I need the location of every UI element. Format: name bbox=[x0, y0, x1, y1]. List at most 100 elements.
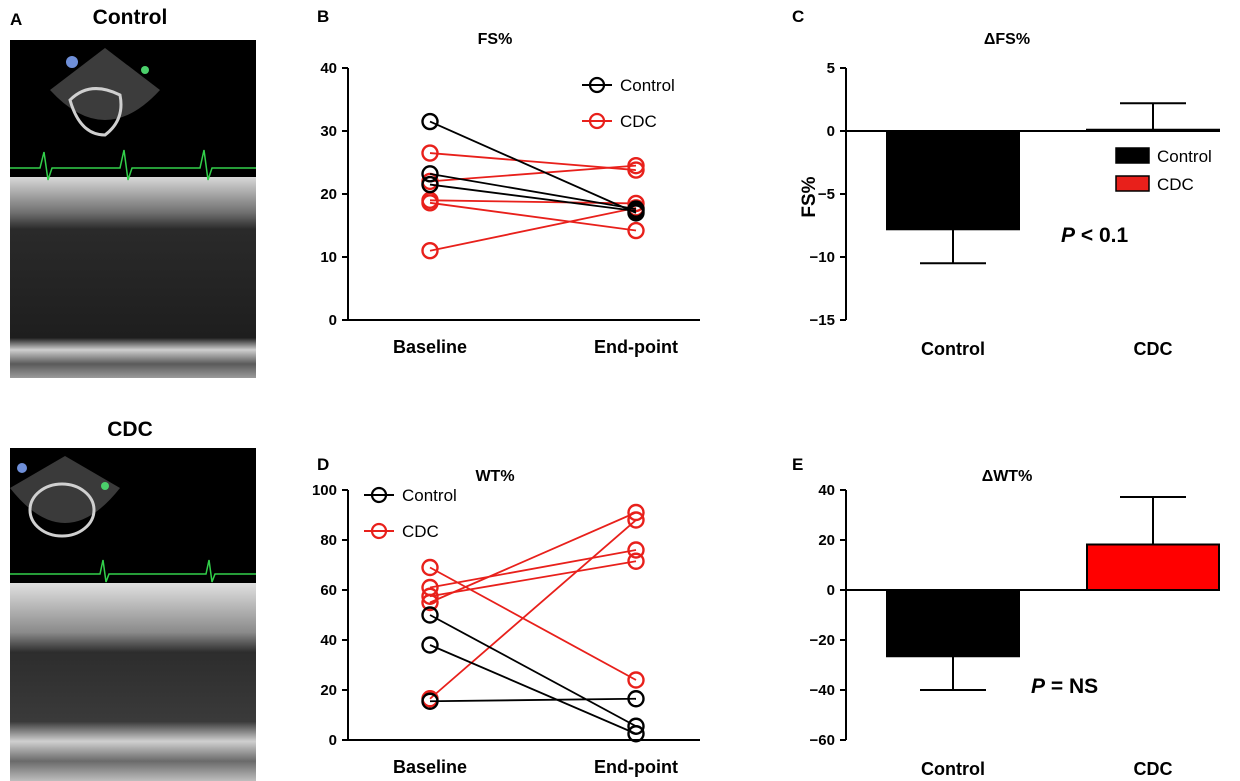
legend: Control CDC bbox=[582, 76, 675, 131]
legend-swatch-control bbox=[1115, 147, 1150, 164]
chart-title: ΔWT% bbox=[982, 468, 1033, 485]
series-line bbox=[429, 614, 637, 728]
y-tick-label: −15 bbox=[810, 312, 835, 329]
x-tick-label: Control bbox=[921, 339, 985, 359]
data-point bbox=[627, 156, 645, 175]
data-point bbox=[421, 558, 439, 577]
y-tick-label: 0 bbox=[329, 312, 337, 329]
y-tick-label: 40 bbox=[320, 632, 337, 649]
data-point bbox=[627, 202, 645, 220]
series-line bbox=[429, 164, 637, 183]
series-line bbox=[429, 511, 637, 604]
y-tick-label: 20 bbox=[320, 186, 337, 203]
y-tick-label: 0 bbox=[827, 123, 835, 140]
panel-letter-d: D bbox=[317, 455, 329, 474]
y-tick-label: 30 bbox=[320, 123, 337, 140]
x-tick-label: CDC bbox=[1134, 759, 1173, 779]
y-tick-label: 20 bbox=[320, 682, 337, 699]
data-point bbox=[627, 671, 645, 689]
x-tick-label: End-point bbox=[594, 757, 678, 777]
y-axis-label: FS% bbox=[799, 176, 820, 217]
legend: Control CDC bbox=[364, 486, 457, 541]
echo-mmode-graphic bbox=[10, 456, 256, 781]
chart-delta-wt-bars: E ΔWT% 40 20 0 −20 −40 −60 Control CDC P = NS bbox=[792, 455, 1220, 779]
charts-area: B FS% 0 10 20 30 40 Baseline End-point Control… bbox=[312, 7, 1220, 779]
chart-title: WT% bbox=[475, 468, 514, 485]
data-point bbox=[627, 541, 645, 559]
y-tick-label: −5 bbox=[818, 186, 835, 203]
legend-label-control: Control bbox=[1157, 147, 1212, 166]
chart-title: FS% bbox=[478, 31, 513, 48]
data-point bbox=[627, 552, 645, 570]
legend-label-control: Control bbox=[620, 76, 675, 95]
bar bbox=[886, 589, 1020, 658]
echo-image-control bbox=[10, 40, 256, 378]
data-point bbox=[627, 511, 645, 529]
series-line bbox=[429, 120, 637, 214]
data-point bbox=[421, 194, 439, 212]
y-tick-label: 0 bbox=[329, 732, 337, 749]
y-tick-label: −40 bbox=[810, 682, 835, 699]
data-point bbox=[421, 144, 439, 162]
y-tick-label: −20 bbox=[810, 632, 835, 649]
echo-mmode-graphic bbox=[10, 48, 256, 378]
chart-delta-fs-bars: C ΔFS% FS% 5 0 −5 −10 −15 Control CDC Control … bbox=[792, 7, 1220, 359]
echo-title-control: Control bbox=[92, 6, 168, 29]
y-tick-label: −60 bbox=[810, 732, 835, 749]
data-point bbox=[421, 593, 439, 612]
legend: Control CDC bbox=[1115, 147, 1212, 194]
x-tick-label: End-point bbox=[594, 337, 678, 357]
data-point bbox=[421, 692, 439, 710]
y-tick-label: 40 bbox=[818, 482, 835, 499]
data-point bbox=[627, 725, 645, 743]
legend-label-control: Control bbox=[402, 486, 457, 505]
x-tick-label: Control bbox=[921, 759, 985, 779]
data-point bbox=[421, 112, 439, 131]
data-point bbox=[627, 161, 645, 179]
legend-label-cdc: CDC bbox=[1157, 175, 1194, 194]
x-tick-label: Baseline bbox=[393, 337, 467, 357]
p-value-annotation: P = NS bbox=[1031, 675, 1098, 698]
y-tick-label: 5 bbox=[827, 60, 835, 77]
panel-letter-c: C bbox=[792, 7, 804, 26]
bar bbox=[886, 130, 1020, 231]
panel-letter-e: E bbox=[792, 455, 803, 474]
y-tick-label: 10 bbox=[320, 249, 337, 266]
y-tick-label: −10 bbox=[810, 249, 835, 266]
series-line bbox=[429, 152, 637, 171]
panel-letter-a: A bbox=[10, 10, 23, 29]
y-tick-label: 20 bbox=[818, 532, 835, 549]
data-point bbox=[421, 165, 439, 183]
chart-wt-lines: D WT% 0 20 40 60 80 100 Baseline End-point Cont… bbox=[312, 455, 700, 777]
echo-image-cdc bbox=[10, 448, 256, 781]
legend-label-cdc: CDC bbox=[402, 522, 439, 541]
y-tick-label: 60 bbox=[320, 582, 337, 599]
series-line bbox=[429, 644, 637, 735]
chart-fs-lines: B FS% 0 10 20 30 40 Baseline End-point Control… bbox=[317, 7, 700, 357]
legend-swatch-cdc bbox=[1115, 175, 1150, 192]
y-tick-label: 80 bbox=[320, 532, 337, 549]
x-tick-label: CDC bbox=[1134, 339, 1173, 359]
y-tick-label: 0 bbox=[827, 582, 835, 599]
x-tick-label: Baseline bbox=[393, 757, 467, 777]
chart-title: ΔFS% bbox=[984, 31, 1030, 48]
series-line bbox=[429, 549, 637, 589]
series-line bbox=[429, 697, 637, 703]
data-point bbox=[421, 636, 439, 654]
data-point bbox=[421, 241, 439, 260]
series-line bbox=[429, 560, 637, 598]
y-tick-label: 100 bbox=[312, 482, 337, 499]
series-line bbox=[429, 183, 637, 212]
series-line bbox=[429, 206, 637, 252]
legend-label-cdc: CDC bbox=[620, 112, 657, 131]
series-line bbox=[429, 172, 637, 211]
echo-title-cdc: CDC bbox=[107, 418, 153, 441]
y-tick-label: 40 bbox=[320, 60, 337, 77]
series-line bbox=[429, 201, 637, 232]
data-point bbox=[627, 221, 645, 240]
series-line bbox=[429, 519, 637, 700]
bar bbox=[1086, 543, 1220, 591]
data-point bbox=[421, 587, 439, 605]
data-point bbox=[421, 606, 439, 624]
data-point bbox=[627, 690, 645, 708]
